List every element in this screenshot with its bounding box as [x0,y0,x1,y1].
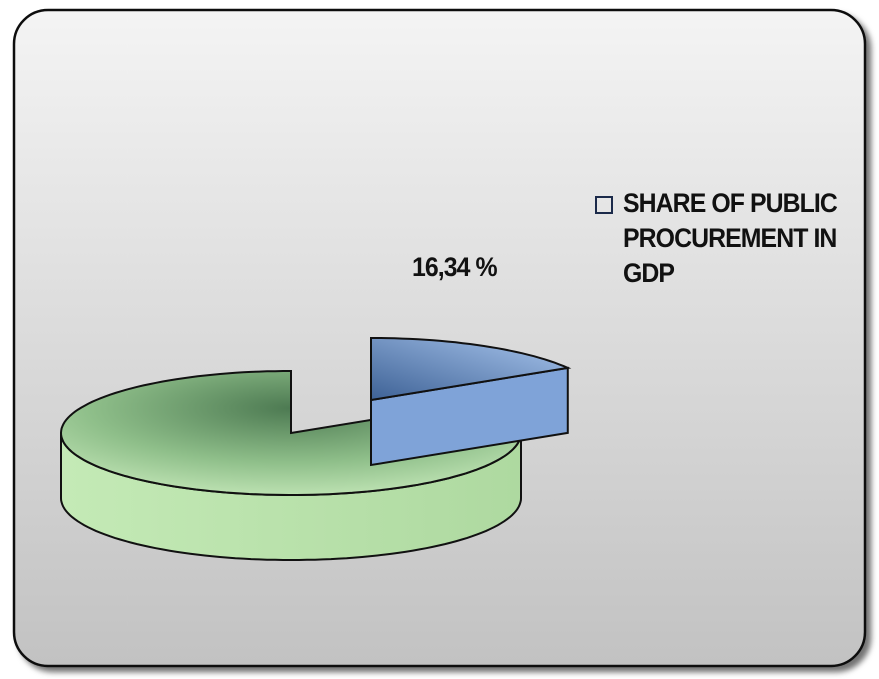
pie-slice-public-procurement [370,337,572,467]
legend-label: SHARE OF PUBLIC PROCUREMENT IN GDP [623,188,838,288]
data-label-public-procurement: 16,34 % [412,252,498,282]
pie-slice-public-procurement-top [370,337,572,402]
pie-slice-remainder [59,370,523,561]
legend-swatch-icon [595,196,613,214]
chart-background [12,8,867,668]
pie-slice-remainder-top [59,370,523,496]
pie-plot [59,337,572,561]
